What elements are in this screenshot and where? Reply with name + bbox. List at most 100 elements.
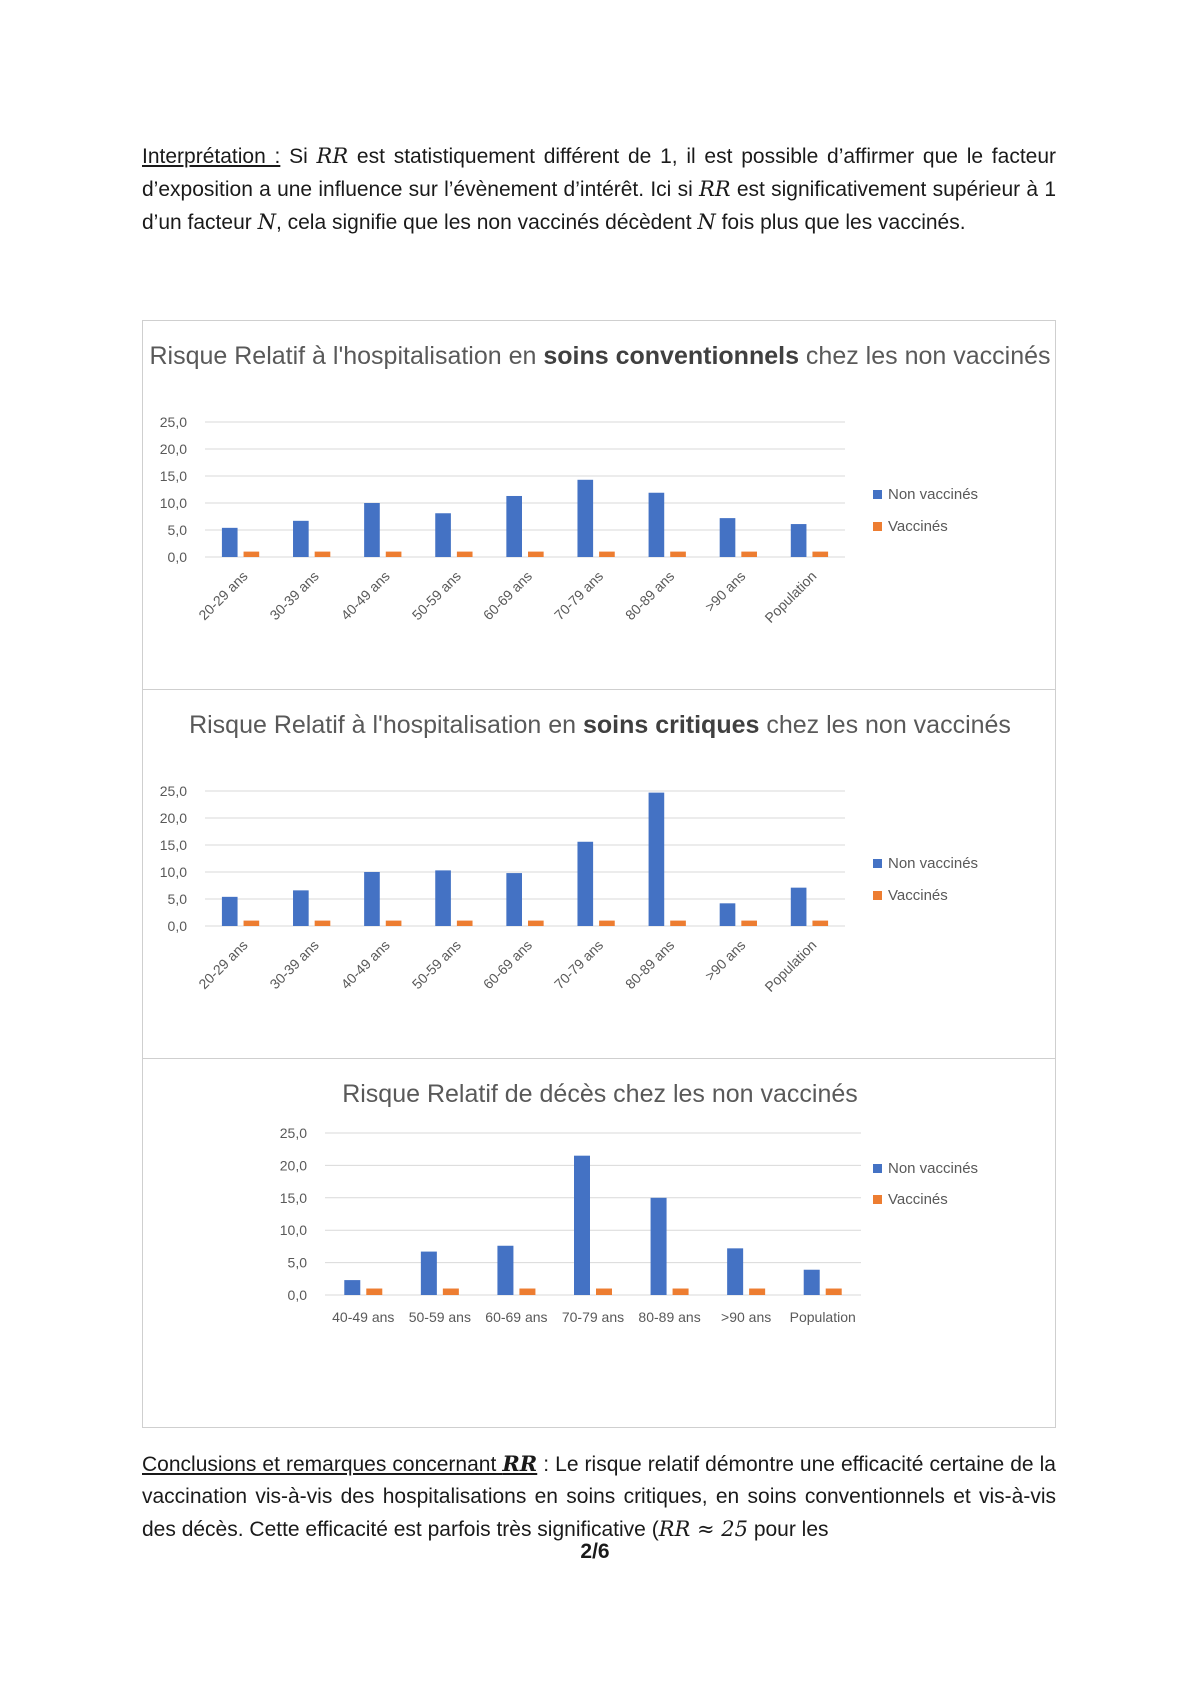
y-tick-label: 25,0	[280, 1125, 307, 1141]
bar-vaccines	[672, 1288, 689, 1295]
legend-label: Non vaccinés	[888, 1160, 978, 1177]
legend-swatch	[873, 1164, 882, 1173]
bar-non-vaccines	[719, 903, 736, 926]
legend-swatch	[873, 1195, 882, 1204]
x-tick-label: >90 ans	[702, 568, 749, 615]
bar-non-vaccines	[364, 872, 380, 926]
y-tick-label: 0,0	[168, 918, 188, 934]
chart-title-part: chez les non vaccinés	[798, 342, 1051, 370]
chart-svg: 0,0 5,0 10,0 15,0 20,0 25,0 20-29 ans 30-39 ans…	[160, 414, 978, 626]
bar-non-vaccines	[435, 870, 451, 926]
y-tick-label: 20,0	[160, 810, 187, 826]
bar-non-vaccines	[648, 492, 665, 557]
math-n: N	[697, 210, 716, 234]
conclusions-paragraph: Conclusions et remarques concernant RR :…	[142, 1448, 1056, 1546]
interpretation-label: Interprétation :	[142, 145, 281, 168]
x-tick-label: 60-69 ans	[485, 1309, 547, 1325]
text-segment: fois plus que les vaccinés.	[715, 211, 966, 234]
y-tick-label: 15,0	[280, 1190, 307, 1206]
chart-title-part: Risque Relatif de décès chez les non vac…	[342, 1080, 858, 1108]
y-tick-label: 0,0	[168, 549, 188, 565]
bar-non-vaccines	[293, 520, 309, 557]
bar-vaccines	[596, 1288, 612, 1295]
bar-non-vaccines	[506, 873, 522, 926]
text-segment: pour les	[747, 1518, 829, 1541]
bar-vaccines	[741, 920, 757, 926]
y-tick-label: 20,0	[160, 441, 187, 457]
bar-vaccines	[812, 551, 829, 557]
bar-non-vaccines	[650, 1197, 667, 1295]
legend-swatch	[873, 490, 882, 499]
chart-title-emphasis: soins conventionnels	[543, 342, 799, 370]
x-tick-label: 80-89 ans	[622, 937, 677, 992]
chart-deces: Risque Relatif de décès chez les non vac…	[142, 1058, 1056, 1428]
chart-title-part: Risque Relatif à l'hospitalisation en	[149, 342, 544, 370]
bar-vaccines	[243, 920, 260, 926]
x-tick-label: 50-59 ans	[409, 1309, 471, 1325]
y-tick-label: 15,0	[160, 837, 187, 853]
bar-non-vaccines	[344, 1280, 361, 1295]
bar-vaccines	[314, 920, 331, 926]
conclusions-label-text: Conclusions et remarques concernant	[142, 1453, 503, 1476]
y-tick-label: 25,0	[160, 414, 187, 430]
x-tick-label: 20-29 ans	[195, 937, 250, 992]
y-tick-label: 20,0	[280, 1157, 307, 1173]
chart-soins-conventionnels: Risque Relatif à l'hospitalisation en so…	[142, 320, 1056, 690]
y-tick-label: 10,0	[160, 495, 187, 511]
x-tick-label: >90 ans	[721, 1309, 771, 1325]
bar-vaccines	[812, 920, 829, 926]
legend-label: Non vaccinés	[888, 486, 978, 503]
chart-svg: 0,0 5,0 10,0 15,0 20,0 25,0 40-49 ans 50-59 ans…	[280, 1125, 978, 1325]
y-tick-label: 10,0	[160, 864, 187, 880]
y-tick-label: 10,0	[280, 1222, 307, 1238]
x-tick-label: 20-29 ans	[195, 568, 250, 623]
x-tick-label: 50-59 ans	[409, 568, 464, 623]
x-tick-label: Population	[790, 1309, 856, 1325]
bar-non-vaccines	[719, 518, 736, 557]
math-rr: RR	[699, 177, 731, 201]
bar-non-vaccines	[497, 1245, 514, 1295]
legend-label: Vaccinés	[888, 887, 948, 904]
bar-vaccines	[519, 1288, 536, 1295]
bar-vaccines	[599, 551, 615, 557]
legend-swatch	[873, 891, 882, 900]
x-tick-label: 60-69 ans	[480, 937, 535, 992]
bar-non-vaccines	[790, 887, 807, 926]
chart-title: Risque Relatif à l'hospitalisation en so…	[143, 339, 1057, 374]
chart-title-part: Risque Relatif à l'hospitalisation en	[189, 711, 583, 739]
x-tick-label: 70-79 ans	[551, 937, 606, 992]
chart-title: Risque Relatif de décès chez les non vac…	[143, 1077, 1057, 1112]
y-tick-label: 5,0	[168, 891, 188, 907]
math-rr-approx: RR ≈ 25	[658, 1517, 748, 1541]
text-segment: Si	[280, 145, 317, 168]
page-number: 2/6	[580, 1540, 610, 1563]
bar-vaccines	[243, 551, 260, 557]
bar-vaccines	[385, 920, 402, 926]
legend-label: Non vaccinés	[888, 855, 978, 872]
x-tick-label: 40-49 ans	[338, 937, 393, 992]
legend-swatch	[873, 522, 882, 531]
chart-title-emphasis: soins critiques	[582, 711, 760, 739]
bar-vaccines	[741, 551, 757, 557]
x-tick-label: 60-69 ans	[480, 568, 535, 623]
bar-non-vaccines	[574, 1155, 590, 1295]
x-tick-label: Population	[761, 568, 819, 626]
x-tick-label: 70-79 ans	[551, 568, 606, 623]
bar-vaccines	[825, 1288, 842, 1295]
bar-non-vaccines	[577, 841, 594, 926]
text-segment: , cela signifie que les non vaccinés déc…	[275, 211, 698, 234]
legend-label: Vaccinés	[888, 518, 948, 535]
bar-non-vaccines	[506, 495, 522, 557]
y-tick-label: 25,0	[160, 783, 187, 799]
bar-non-vaccines	[293, 890, 309, 926]
x-tick-label: 30-39 ans	[266, 937, 321, 992]
x-tick-label: 70-79 ans	[562, 1309, 624, 1325]
bar-non-vaccines	[221, 527, 238, 557]
bar-vaccines	[366, 1288, 383, 1295]
bar-vaccines	[749, 1288, 766, 1295]
y-tick-label: 5,0	[168, 522, 188, 538]
x-tick-label: 40-49 ans	[332, 1309, 394, 1325]
text-segment: : Le risque relatif démontre une efficac…	[142, 1453, 1056, 1541]
math-n: N	[257, 210, 276, 234]
math-rr: RR	[316, 144, 349, 168]
